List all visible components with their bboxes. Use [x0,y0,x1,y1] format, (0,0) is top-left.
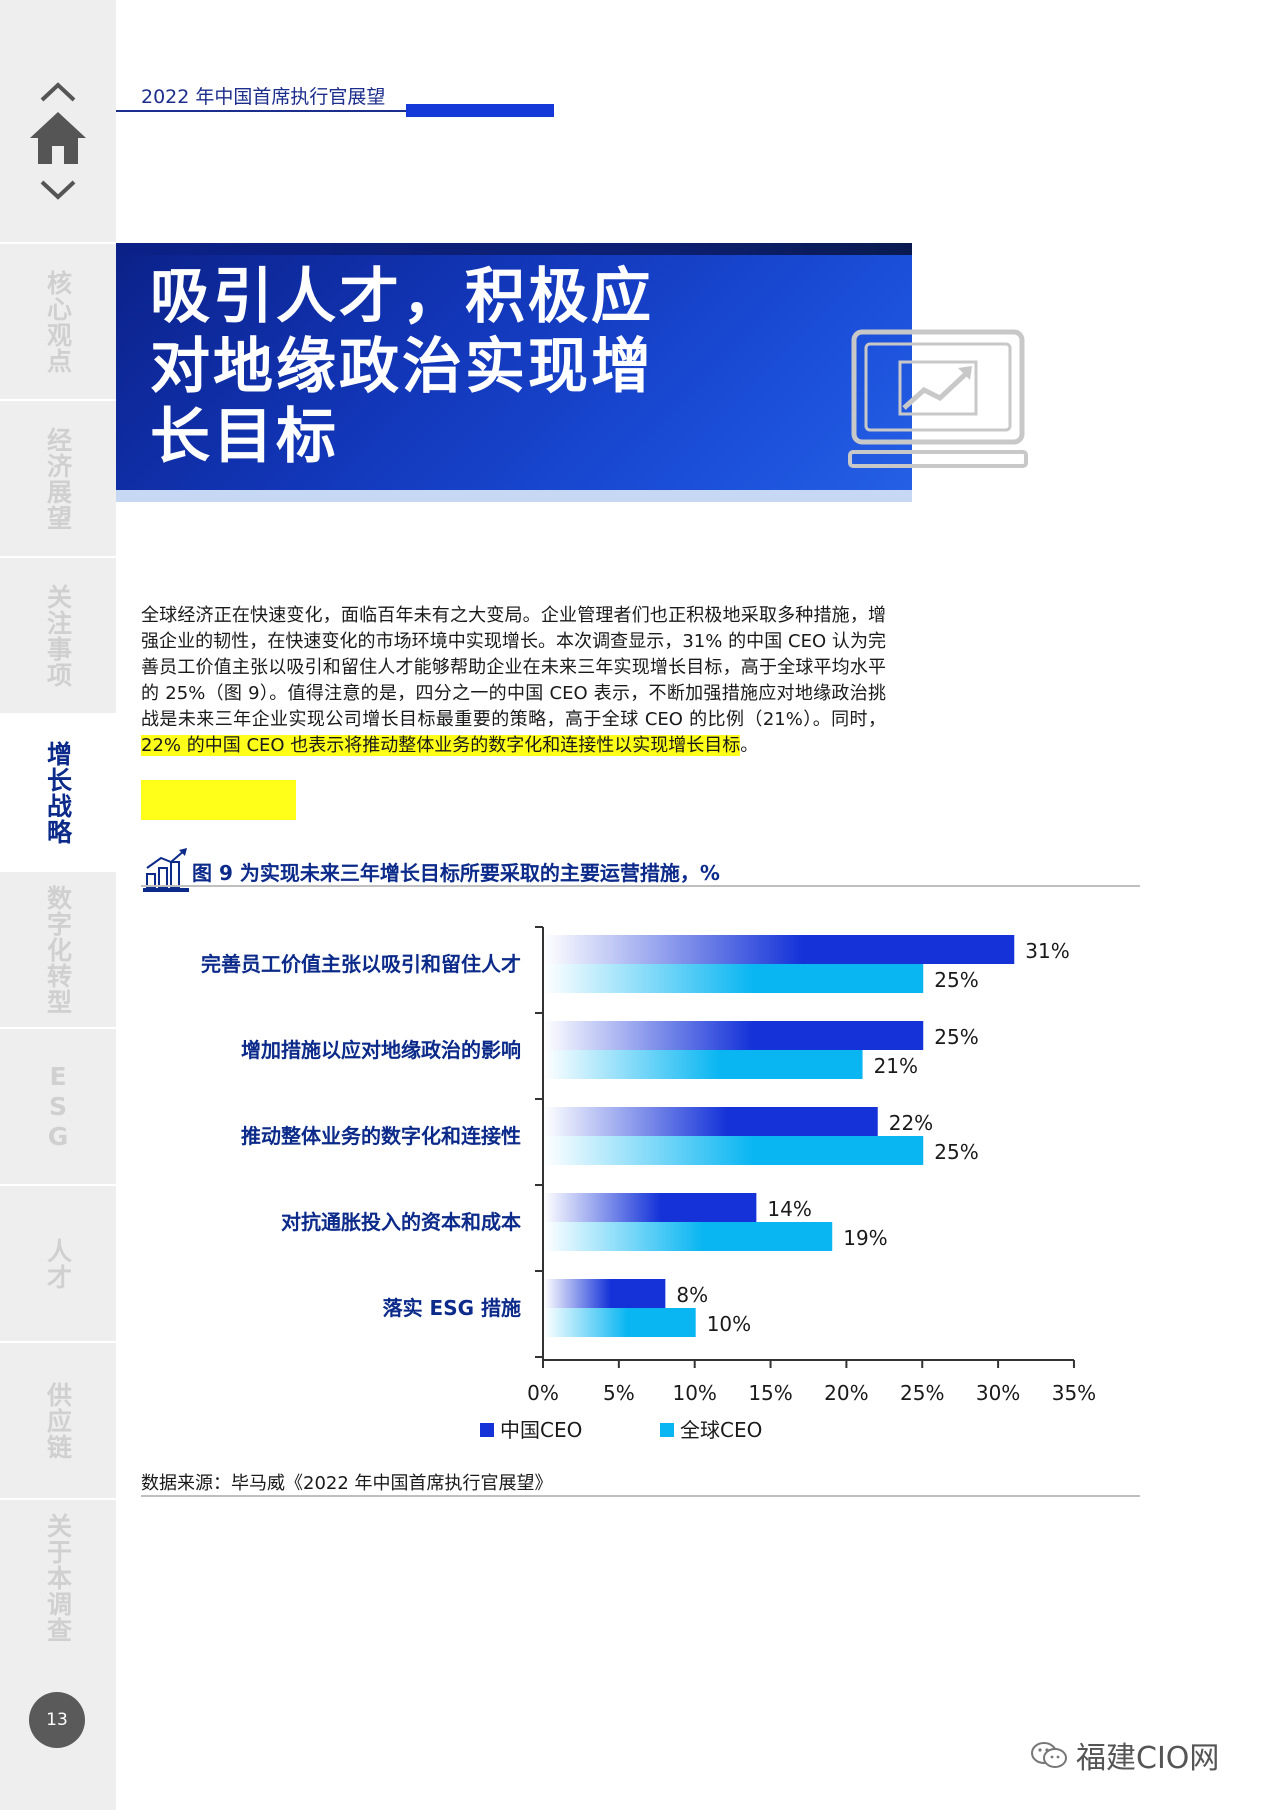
wechat-icon [1031,1742,1067,1768]
bar-global-ceo [544,1222,833,1251]
sidebar-item-label: 关于本调查 [43,1512,73,1643]
sidebar-item-core-views[interactable]: 核心观点 [0,242,116,399]
chart-plot-area: 完善员工价值主张以吸引和留住人才31%25%增加措施以应对地缘政治的影响25%2… [201,926,1096,1442]
category-label: 完善员工价值主张以吸引和留住人才 [201,952,521,976]
sidebar-item-label: 关注事项 [43,583,73,688]
legend-swatch [660,1423,674,1437]
sidebar-item-label: 增长战略 [43,740,73,845]
bar-chart: 完善员工价值主张以吸引和留住人才31%25%增加措施以应对地缘政治的影响25%2… [201,926,1096,1442]
bar-china-ceo [544,1021,924,1050]
data-label: 25% [934,1140,978,1164]
data-label: 25% [934,968,978,992]
intro-paragraph: 全球经济正在快速变化，面临百年未有之大变局。企业管理者们也正积极地采取多种措施，… [141,603,886,759]
sidebar-item-label: 供应链 [43,1381,73,1460]
legend-label: 中国CEO [500,1418,582,1442]
figure-title: 图 9 为实现未来三年增长目标所要采取的主要运营措施，% [192,861,720,885]
source-rule [141,1495,1140,1497]
data-label: 31% [1025,939,1069,963]
page-title: 吸引人才，积极应对地缘政治实现增长目标 [150,262,654,472]
x-tick-label: 25% [900,1381,944,1405]
intro-highlight: 22% 的中国 CEO 也表示将推动整体业务的数字化和连接性以实现增长目标 [141,735,741,756]
sidebar-item-digital-transformation[interactable]: 数字化转型 [0,870,116,1027]
page-number: 13 [29,1692,85,1748]
data-source: 数据来源：毕马威《2022 年中国首席执行官展望》 [141,1473,553,1494]
figure-rule [141,885,1140,887]
figure-chart-icon [143,848,189,892]
x-tick-label: 20% [824,1381,868,1405]
data-label: 8% [676,1283,708,1307]
sidebar-item-supply-chain[interactable]: 供应链 [0,1341,116,1498]
sidebar-item-label: 经济展望 [43,426,73,531]
data-label: 22% [889,1111,933,1135]
bar-china-ceo [544,1107,878,1136]
category-label: 落实 ESG 措施 [383,1296,521,1320]
home-icon[interactable] [28,108,88,168]
hero-top-bar [116,243,912,255]
sidebar-item-label: 数字化转型 [43,884,73,1015]
x-tick-label: 30% [976,1381,1020,1405]
intro-end: 。 [740,735,759,756]
intro-text: 全球经济正在快速变化，面临百年未有之大变局。企业管理者们也正积极地采取多种措施，… [141,605,886,730]
x-tick-label: 5% [603,1381,635,1405]
running-header: 2022 年中国首席执行官展望 [141,86,386,108]
x-tick-label: 15% [748,1381,792,1405]
legend-swatch [480,1423,494,1437]
x-tick-label: 35% [1052,1381,1096,1405]
hero-bottom-bar [116,490,912,502]
header-rule [116,110,406,112]
bar-china-ceo [544,1279,666,1308]
bar-global-ceo [544,1136,924,1165]
hero-banner [116,243,912,495]
header-accent-bar [406,104,554,117]
category-label: 推动整体业务的数字化和连接性 [241,1124,521,1148]
bar-global-ceo [544,1050,863,1079]
data-label: 14% [767,1197,811,1221]
watermark-text: 福建CIO网 [1076,1741,1220,1776]
monitor-chart-icon [848,329,1028,468]
bar-global-ceo [544,1308,696,1337]
highlight-mark [141,780,296,820]
chevron-down-icon[interactable] [38,178,78,202]
x-tick-label: 10% [672,1381,716,1405]
data-label: 19% [843,1226,887,1250]
data-label: 10% [707,1312,751,1336]
sidebar-item-talent[interactable]: 人才 [0,1184,116,1341]
sidebar-item-economic-outlook[interactable]: 经济展望 [0,399,116,556]
nav-top [0,0,116,240]
sidebar-nav: 核心观点 经济展望 关注事项 增长战略 数字化转型 ESG 人才 供应链 关于本… [0,0,116,1810]
bar-china-ceo [544,935,1015,964]
bar-china-ceo [544,1193,757,1222]
watermark: 福建CIO网 [1030,1733,1219,1777]
chevron-up-icon[interactable] [38,80,78,104]
sidebar-item-label: 人才 [43,1237,73,1290]
data-label: 21% [874,1054,918,1078]
sidebar-item-growth-strategy[interactable]: 增长战略 [0,713,116,870]
category-label: 对抗通胀投入的资本和成本 [281,1210,521,1234]
legend-label: 全球CEO [680,1418,762,1442]
sidebar-item-label: ESG [43,1061,73,1152]
sidebar-item-about-survey[interactable]: 关于本调查 [0,1498,116,1655]
sidebar-item-label: 核心观点 [43,269,73,374]
sidebar-item-esg[interactable]: ESG [0,1027,116,1184]
category-label: 增加措施以应对地缘政治的影响 [241,1038,521,1062]
x-tick-label: 0% [527,1381,559,1405]
sidebar-item-concerns[interactable]: 关注事项 [0,556,116,713]
data-label: 25% [934,1025,978,1049]
bar-global-ceo [544,964,924,993]
